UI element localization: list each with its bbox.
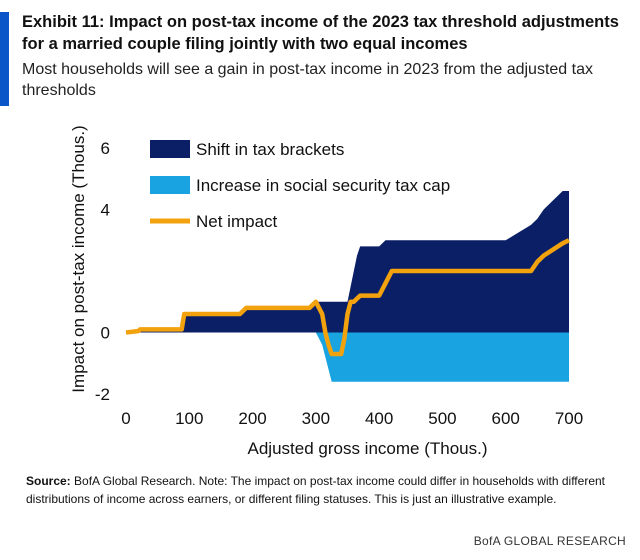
area-series-2 <box>126 332 569 382</box>
legend-label: Increase in social security tax cap <box>196 176 450 195</box>
chart-title: Exhibit 11: Impact on post-tax income of… <box>22 13 619 53</box>
brand-footer: BofA GLOBAL RESEARCH <box>473 534 626 548</box>
net-impact-line <box>125 238 570 357</box>
x-axis-label: Adjusted gross income (Thous.) <box>248 439 488 458</box>
y-axis-label: Impact on post-tax income (Thous.) <box>69 126 88 393</box>
y-tick-labels: -2 0 4 6 <box>95 139 110 404</box>
source-text: BofA Global Research. Note: The impact o… <box>26 474 605 506</box>
source-label: Source: <box>26 474 71 488</box>
y-tick-label: 6 <box>101 139 110 158</box>
x-tick-label: 200 <box>238 409 266 428</box>
chart-subtitle: Most households will see a gain in post-… <box>22 61 593 99</box>
x-tick-label: 0 <box>121 409 130 428</box>
x-tick-label: 100 <box>175 409 203 428</box>
x-tick-labels: 0 100 200 300 400 500 600 700 <box>121 409 583 428</box>
x-tick-label: 600 <box>492 409 520 428</box>
legend-label: Shift in tax brackets <box>196 140 344 159</box>
plot-areas <box>126 191 569 382</box>
x-tick-label: 400 <box>365 409 393 428</box>
area-series-1 <box>126 191 569 333</box>
source-note: Source: BofA Global Research. Note: The … <box>26 472 626 508</box>
x-tick-label: 500 <box>428 409 456 428</box>
plot-lines <box>125 238 570 357</box>
legend: Shift in tax brackets Increase in social … <box>150 140 450 231</box>
legend-swatch <box>150 140 190 158</box>
x-tick-label: 700 <box>555 409 583 428</box>
chart-area: 0 100 200 300 400 500 600 700 -2 0 4 6 Adjusted gr… <box>69 126 583 458</box>
legend-swatch <box>150 176 190 194</box>
x-tick-label: 300 <box>302 409 330 428</box>
legend-label: Net impact <box>196 212 278 231</box>
accent-bar <box>0 12 9 106</box>
y-tick-label: 4 <box>101 201 110 220</box>
y-tick-label: 0 <box>101 324 110 343</box>
y-tick-label: -2 <box>95 385 110 404</box>
